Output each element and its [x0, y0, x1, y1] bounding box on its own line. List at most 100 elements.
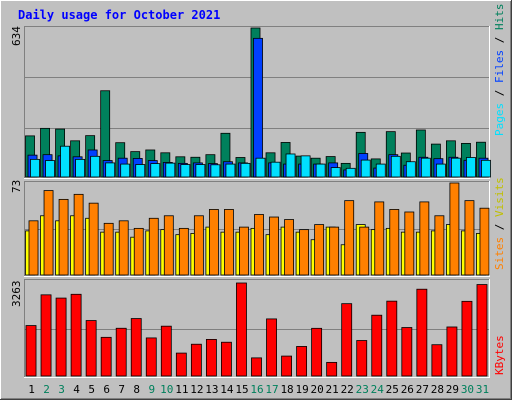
pages-bar: [330, 167, 341, 178]
legend-sep-3: /: [493, 217, 506, 237]
sites-bar: [314, 224, 325, 276]
pages-bar: [150, 163, 161, 178]
pages-bar: [285, 153, 296, 178]
kbytes-bar: [296, 346, 308, 377]
kbytes-bar: [70, 293, 82, 377]
sites-bar: [404, 211, 415, 276]
pages-bar: [451, 157, 461, 178]
pages-bar: [90, 155, 101, 178]
pages-bar: [315, 163, 326, 178]
day-label: 15: [235, 383, 248, 396]
day-label: 23: [356, 383, 369, 396]
legend-visits: Visits: [493, 177, 506, 217]
kbytes-bar: [416, 288, 428, 377]
day-label: 26: [401, 383, 414, 396]
kbytes-bar: [55, 297, 67, 377]
kbytes-bar: [100, 336, 112, 377]
chart-title: Daily usage for October 2021: [18, 8, 220, 22]
pages-bar: [165, 162, 176, 178]
files-bar: [253, 37, 263, 178]
pages-bar: [225, 163, 236, 178]
pages-bar: [45, 160, 55, 178]
sites-bar: [193, 215, 204, 276]
legend-kbytes-text: KBytes: [493, 335, 506, 375]
day-label: 2: [43, 383, 50, 396]
sites-bar: [374, 201, 385, 276]
day-label: 11: [175, 383, 188, 396]
kbytes-bar: [221, 341, 232, 377]
kbytes-bar: [461, 300, 473, 377]
day-label: 16: [250, 383, 263, 396]
kbytes-bar: [326, 361, 338, 377]
day-label: 18: [280, 383, 293, 396]
day-label: 21: [326, 383, 339, 396]
day-axis-labels: 1 2 3 4 5 6 7 8 9 10 11 12 13 14 15 16 17 18 19 20 21 22 23 24 2…: [28, 383, 489, 396]
sites-bar: [148, 217, 159, 276]
day-label: 9: [148, 383, 155, 396]
day-label: 14: [220, 383, 234, 396]
pages-bar: [120, 163, 131, 178]
sites-bar: [43, 190, 54, 276]
day-label: 12: [190, 383, 203, 396]
legend-sep-1: /: [493, 83, 506, 103]
hits-ymax-label: 634: [10, 26, 23, 46]
day-label: 8: [133, 383, 140, 396]
kbytes-bar: [281, 355, 292, 377]
pages-bar: [60, 145, 70, 178]
legend-sites: Sites: [493, 237, 506, 270]
kbytes-ymax-label: 3263: [10, 281, 23, 308]
sites-bar: [208, 209, 219, 276]
day-label: 24: [371, 383, 385, 396]
pages-bar: [180, 164, 191, 178]
day-label: 5: [88, 383, 95, 396]
day-label: 10: [160, 383, 173, 396]
pages-bar: [75, 158, 86, 178]
day-label: 30: [461, 383, 474, 396]
sites-bar: [118, 220, 129, 276]
sites-bar: [389, 209, 400, 276]
sites-bar: [163, 215, 174, 276]
day-label: 6: [103, 383, 110, 396]
day-label: 19: [295, 383, 308, 396]
pages-bar: [420, 157, 431, 178]
kbytes-bar: [476, 284, 488, 377]
legend-sep-2: /: [493, 30, 506, 50]
pages-bar: [30, 158, 40, 178]
day-label: 20: [311, 383, 324, 396]
kbytes-bar: [25, 325, 37, 377]
kbytes-bar: [115, 327, 127, 377]
pages-bar: [270, 161, 281, 178]
sites-bar: [329, 226, 340, 276]
day-label: 13: [205, 383, 218, 396]
sites-bar: [133, 227, 144, 276]
day-label: 7: [118, 383, 125, 396]
legend-hits: Hits: [493, 4, 506, 31]
sites-bar: [103, 222, 114, 276]
day-label: 4: [73, 383, 80, 396]
sites-bar: [344, 200, 355, 276]
legend-kbytes: KBytes: [493, 335, 506, 375]
sites-bar: [479, 207, 490, 276]
kbytes-bar: [371, 314, 383, 377]
sites-bar: [284, 219, 294, 276]
kbytes-bar: [431, 344, 443, 377]
kbytes-bar: [190, 343, 202, 377]
pages-bar: [105, 162, 116, 178]
pages-bar: [466, 157, 476, 178]
kbytes-bar: [341, 303, 353, 377]
day-label: 22: [341, 383, 354, 396]
kbytes-bar: [356, 340, 368, 377]
legend-pages-files-hits: Pages / Files / Hits: [493, 4, 506, 137]
legend-pages: Pages: [493, 103, 506, 136]
sites-bar: [239, 226, 249, 276]
sites-bar: [299, 229, 310, 276]
pages-bar: [405, 161, 416, 178]
legend-files: Files: [493, 50, 506, 83]
sites-bar: [464, 200, 475, 276]
kbytes-bar: [266, 318, 277, 377]
kbytes-bar: [205, 339, 217, 377]
kbytes-bar: [130, 318, 142, 377]
visits-sites-panel: [24, 181, 490, 277]
